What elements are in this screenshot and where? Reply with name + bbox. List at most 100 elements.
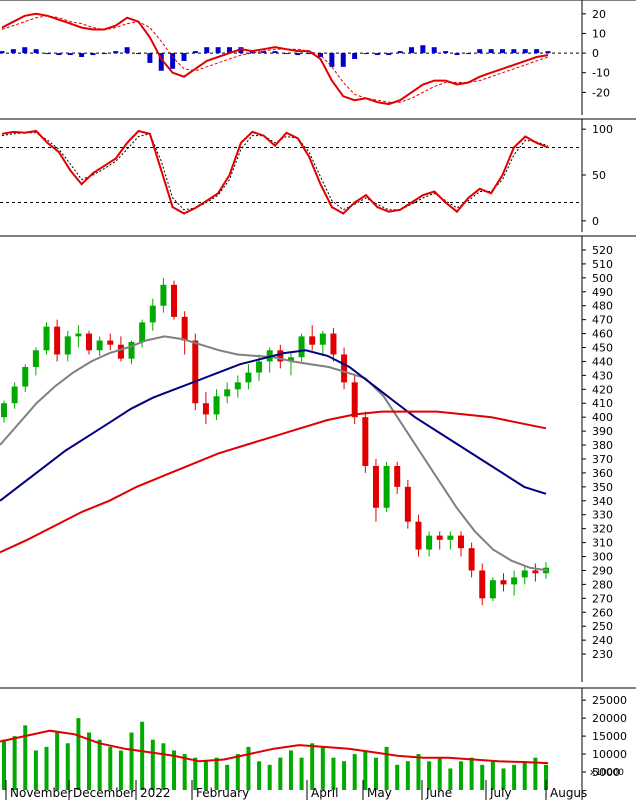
price-tick-label: 410 — [592, 397, 613, 410]
price-tick-label: 270 — [592, 592, 613, 605]
candle-body — [149, 305, 156, 323]
macd-histogram-bar — [318, 53, 323, 58]
volume-bar — [150, 739, 155, 790]
volume-bar — [108, 746, 113, 790]
volume-bar — [299, 757, 304, 790]
volume-bar — [65, 743, 70, 790]
candle-body — [54, 326, 61, 355]
volume-bar — [203, 761, 208, 790]
price-tick-label: 520 — [592, 244, 613, 257]
stochastic-slow-line — [1, 132, 549, 211]
price-tick-label: 360 — [592, 467, 613, 480]
volume-bar — [193, 757, 198, 790]
macd-histogram-bar — [249, 51, 255, 54]
candle-body — [22, 367, 29, 387]
candle-body — [277, 350, 284, 362]
macd-histogram-bar — [192, 51, 198, 54]
volume-bar — [97, 739, 102, 790]
macd-histogram-bar — [136, 53, 141, 55]
candle-body — [394, 465, 401, 487]
macd-histogram-bar — [409, 47, 414, 54]
candle-body — [117, 344, 124, 359]
volume-bar — [405, 761, 410, 790]
candle-body — [64, 336, 71, 355]
price-tick-label: 300 — [592, 551, 613, 564]
month-label: May — [367, 786, 392, 800]
month-label: June — [425, 786, 452, 800]
price-tick-label: 330 — [592, 509, 613, 522]
volume-bar — [182, 754, 187, 790]
volume-bar — [246, 746, 251, 790]
volume-bar — [23, 725, 28, 790]
candle-body — [139, 322, 146, 342]
volume-bar — [267, 764, 272, 790]
price-tick-label: 440 — [592, 355, 613, 368]
month-label: Augus — [550, 786, 587, 800]
moving-average-line — [0, 410, 547, 554]
candle-body — [341, 354, 348, 383]
month-label: July — [489, 786, 512, 800]
volume-bar — [480, 764, 485, 790]
macd-tick-label: -10 — [592, 67, 610, 80]
volume-bar — [448, 768, 453, 790]
volume-bar — [522, 761, 527, 790]
macd-histogram-bar — [465, 53, 471, 55]
volume-bar — [458, 761, 463, 790]
macd-histogram-bar — [10, 49, 16, 54]
volume-bar — [469, 757, 474, 790]
candle-body — [213, 396, 220, 415]
volume-bar — [55, 732, 60, 790]
price-tick-label: 460 — [592, 328, 613, 341]
macd-histogram-bar — [522, 49, 528, 54]
macd-histogram-bar — [306, 53, 312, 55]
price-tick-label: 450 — [592, 342, 613, 355]
volume-bar — [225, 764, 230, 790]
macd-histogram-bar — [295, 53, 301, 56]
candle-body — [489, 580, 496, 599]
macd-histogram-bar — [397, 51, 403, 54]
volume-bar — [363, 750, 368, 790]
volume-bar — [214, 757, 219, 790]
macd-histogram-bar — [227, 47, 232, 54]
macd-histogram-bar — [420, 45, 426, 54]
month-label: April — [311, 786, 338, 800]
price-tick-label: 290 — [592, 564, 613, 577]
price-tick-label: 320 — [592, 523, 613, 536]
month-label: 2022 — [140, 786, 171, 800]
candle-body — [511, 577, 518, 585]
candle-body — [436, 535, 443, 540]
candle-body — [309, 336, 316, 345]
volume-tick-label: 5000 — [592, 766, 620, 779]
price-tick-label: 510 — [592, 258, 613, 271]
candle-body — [75, 333, 82, 337]
price-tick-label: 400 — [592, 411, 613, 424]
candle-body — [224, 389, 231, 397]
macd-histogram-bar — [534, 49, 540, 54]
volume-bar — [87, 732, 92, 790]
macd-histogram-bar — [113, 51, 119, 54]
candle-body — [330, 333, 337, 355]
stochastic-fast-line — [1, 129, 549, 215]
price-tick-label: 390 — [592, 425, 613, 438]
candle-body — [234, 382, 241, 390]
macd-histogram-bar — [147, 53, 153, 63]
macd-histogram-bar — [45, 53, 50, 55]
macd-histogram-bar — [352, 53, 358, 59]
candle-body — [351, 382, 358, 418]
candle-body — [298, 336, 305, 358]
macd-histogram-bar — [204, 47, 210, 54]
macd-histogram-bar — [488, 49, 494, 54]
month-label: December — [73, 786, 135, 800]
candle-body — [202, 403, 209, 415]
candle-body — [245, 372, 252, 383]
price-tick-label: 430 — [592, 369, 613, 382]
volume-bar — [140, 721, 145, 790]
volume-bar — [12, 736, 17, 790]
macd-histogram-bar — [443, 51, 449, 54]
volume-bar — [490, 761, 495, 790]
macd-tick-label: 20 — [592, 8, 606, 21]
price-tick-label: 350 — [592, 481, 613, 494]
candle-body — [426, 535, 433, 550]
candle-body — [532, 570, 539, 574]
